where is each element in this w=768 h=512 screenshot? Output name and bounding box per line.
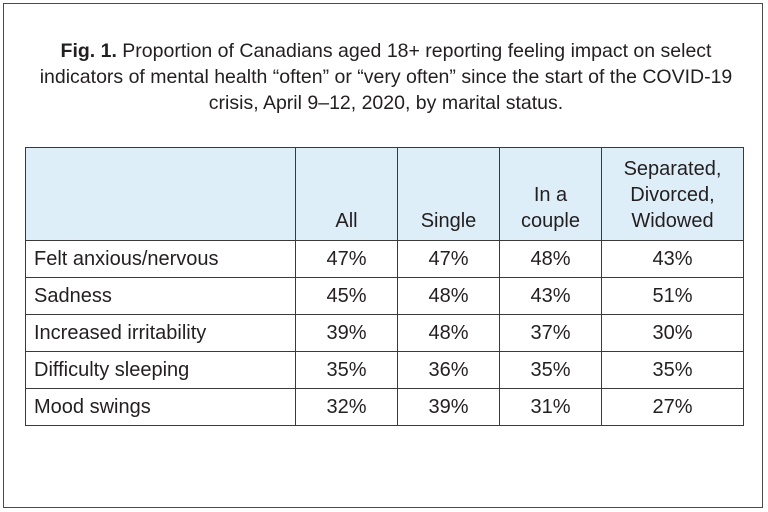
cell-single: 48% — [397, 277, 500, 315]
cell-all: 45% — [295, 277, 398, 315]
header-cell-separated-divorced-widowed: Separated, Divorced, Widowed — [601, 147, 744, 241]
table-row: Felt anxious/nervous 47% 47% 48% 43% — [25, 240, 744, 278]
cell-in-a-couple: 31% — [499, 388, 602, 426]
cell-separated-divorced-widowed: 35% — [601, 351, 744, 389]
header-row: All Single In a couple Separated, Divorc… — [25, 147, 744, 241]
cell-separated-divorced-widowed: 51% — [601, 277, 744, 315]
cell-in-a-couple: 35% — [499, 351, 602, 389]
header-cell-all: All — [295, 147, 398, 241]
cell-all: 35% — [295, 351, 398, 389]
cell-single: 39% — [397, 388, 500, 426]
header-cell-single: Single — [397, 147, 500, 241]
cell-in-a-couple: 43% — [499, 277, 602, 315]
data-table: All Single In a couple Separated, Divorc… — [25, 147, 744, 426]
cell-separated-divorced-widowed: 30% — [601, 314, 744, 352]
table-row: Sadness 45% 48% 43% 51% — [25, 277, 744, 315]
cell-single: 36% — [397, 351, 500, 389]
cell-separated-divorced-widowed: 43% — [601, 240, 744, 278]
header-cell-empty — [25, 147, 296, 241]
cell-separated-divorced-widowed: 27% — [601, 388, 744, 426]
cell-single: 47% — [397, 240, 500, 278]
table-row: Increased irritability 39% 48% 37% 30% — [25, 314, 744, 352]
row-label: Sadness — [25, 277, 296, 315]
header-cell-in-a-couple: In a couple — [499, 147, 602, 241]
figure-label: Fig. 1. — [60, 40, 117, 62]
cell-all: 47% — [295, 240, 398, 278]
table-body: Felt anxious/nervous 47% 47% 48% 43% Sadness 4… — [25, 240, 744, 426]
cell-in-a-couple: 48% — [499, 240, 602, 278]
row-label: Felt anxious/nervous — [25, 240, 296, 278]
cell-all: 39% — [295, 314, 398, 352]
row-label: Difficulty sleeping — [25, 351, 296, 389]
caption-text: Proportion of Canadians aged 18+ reporti… — [39, 40, 733, 114]
cell-single: 48% — [397, 314, 500, 352]
table-row: Mood swings 32% 39% 31% 27% — [25, 388, 744, 426]
row-label: Increased irritability — [25, 314, 296, 352]
cell-all: 32% — [295, 388, 398, 426]
cell-in-a-couple: 37% — [499, 314, 602, 352]
figure-caption: Fig. 1. Proportion of Canadians aged 18+… — [24, 38, 748, 116]
row-label: Mood swings — [25, 388, 296, 426]
table-row: Difficulty sleeping 35% 36% 35% 35% — [25, 351, 744, 389]
